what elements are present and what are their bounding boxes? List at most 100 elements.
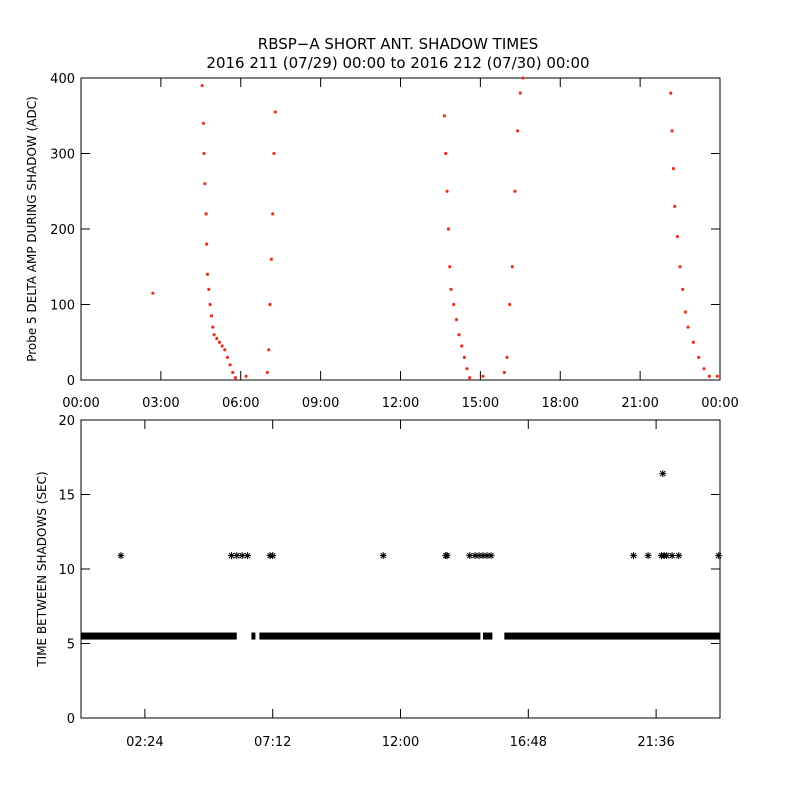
data-point bbox=[505, 355, 509, 359]
x-tick-label: 00:00 bbox=[62, 396, 99, 411]
x-tick-label: 06:00 bbox=[222, 396, 259, 411]
data-point bbox=[205, 272, 210, 276]
data-point bbox=[481, 374, 485, 378]
data-point bbox=[454, 318, 459, 322]
data-point bbox=[707, 374, 711, 378]
data-point bbox=[681, 287, 685, 291]
data-point bbox=[200, 83, 204, 88]
data-point bbox=[269, 257, 273, 261]
y-tick-label: 0 bbox=[67, 374, 75, 389]
data-point bbox=[442, 114, 447, 118]
data-point bbox=[487, 552, 495, 560]
data-point bbox=[468, 376, 472, 380]
data-point bbox=[629, 552, 637, 560]
data-point bbox=[228, 363, 232, 367]
data-point bbox=[231, 370, 235, 375]
chart-title: RBSP−A SHORT ANT. SHADOW TIMES bbox=[258, 35, 538, 53]
x-tick-label: 03:00 bbox=[142, 396, 179, 411]
data-point bbox=[702, 367, 706, 371]
data-point bbox=[223, 348, 227, 352]
baseline-segment bbox=[259, 632, 481, 640]
plot-frame bbox=[80, 77, 721, 381]
data-point bbox=[465, 367, 469, 371]
x-tick-label: 12:00 bbox=[382, 396, 419, 411]
y-tick-label: 300 bbox=[50, 148, 75, 163]
data-point bbox=[691, 340, 695, 344]
x-tick-label: 16:48 bbox=[510, 735, 547, 750]
data-point bbox=[452, 302, 456, 307]
x-tick-label: 21:00 bbox=[621, 396, 658, 411]
data-point bbox=[271, 212, 275, 216]
data-point bbox=[225, 355, 230, 359]
data-point bbox=[460, 344, 464, 348]
y-axis-label: Probe 5 DELTA AMP DURING SHADOW (ADC) bbox=[25, 96, 39, 362]
data-point bbox=[201, 121, 206, 125]
data-point bbox=[449, 287, 453, 291]
data-point bbox=[521, 76, 525, 80]
data-point bbox=[686, 325, 690, 329]
baseline-segment bbox=[251, 632, 256, 640]
baseline-segment bbox=[483, 632, 493, 640]
data-point bbox=[673, 204, 677, 208]
data-point bbox=[668, 552, 676, 560]
data-point bbox=[675, 552, 683, 560]
x-tick-label: 12:00 bbox=[382, 735, 419, 750]
data-point bbox=[220, 344, 224, 348]
data-point bbox=[265, 370, 269, 375]
data-point bbox=[683, 310, 687, 314]
data-point bbox=[273, 110, 277, 114]
data-point bbox=[715, 552, 723, 560]
data-point bbox=[212, 333, 216, 337]
data-point bbox=[513, 189, 517, 193]
data-point bbox=[518, 91, 522, 95]
x-tick-label: 18:00 bbox=[542, 396, 579, 411]
x-tick-label: 21:36 bbox=[637, 735, 674, 750]
data-point bbox=[443, 552, 451, 560]
data-point bbox=[244, 374, 248, 378]
panel-1: 00:00 03:00 06:00 09:00 12:00 15:00 18:00 21:00… bbox=[25, 72, 739, 411]
data-point bbox=[675, 234, 680, 239]
data-point bbox=[516, 129, 520, 133]
data-point bbox=[508, 302, 512, 307]
y-tick-label: 5 bbox=[67, 638, 75, 653]
panel-2: 02:24 07:12 12:00 16:48 21:36 0 5 10 15 20 TIME BE… bbox=[35, 414, 723, 750]
plot-frame bbox=[80, 419, 721, 719]
baseline-segment bbox=[81, 632, 237, 640]
data-point bbox=[671, 167, 676, 171]
y-tick-label: 20 bbox=[58, 414, 75, 429]
data-point bbox=[715, 374, 719, 378]
x-tick-label: 09:00 bbox=[302, 396, 339, 411]
x-tick-label: 02:24 bbox=[126, 735, 163, 750]
data-point bbox=[697, 355, 701, 359]
data-point bbox=[670, 129, 674, 133]
data-point bbox=[663, 552, 671, 560]
data-point bbox=[203, 182, 207, 186]
chart-subtitle: 2016 211 (07/29) 00:00 to 2016 212 (07/3… bbox=[206, 54, 589, 72]
data-point bbox=[445, 189, 449, 193]
data-point bbox=[644, 552, 652, 560]
x-tick-label: 00:00 bbox=[701, 396, 738, 411]
data-point bbox=[268, 302, 272, 307]
y-tick-label: 200 bbox=[50, 223, 75, 238]
data-point bbox=[233, 376, 238, 380]
data-point bbox=[502, 370, 506, 375]
data-point bbox=[208, 302, 212, 307]
x-tick-label: 15:00 bbox=[462, 396, 499, 411]
data-point bbox=[448, 265, 452, 269]
y-tick-label: 10 bbox=[58, 563, 75, 578]
y-tick-label: 15 bbox=[58, 489, 75, 504]
y-tick-label: 0 bbox=[67, 712, 75, 727]
data-point bbox=[457, 333, 461, 337]
data-point bbox=[659, 470, 667, 478]
data-point bbox=[462, 355, 466, 359]
data-point bbox=[211, 325, 215, 329]
data-point bbox=[678, 265, 682, 269]
x-tick-label: 07:12 bbox=[254, 735, 291, 750]
data-point bbox=[269, 552, 277, 560]
data-point bbox=[243, 552, 251, 560]
data-point bbox=[446, 227, 451, 231]
data-point bbox=[117, 552, 125, 560]
data-point bbox=[215, 336, 219, 341]
baseline-segment bbox=[504, 632, 720, 640]
